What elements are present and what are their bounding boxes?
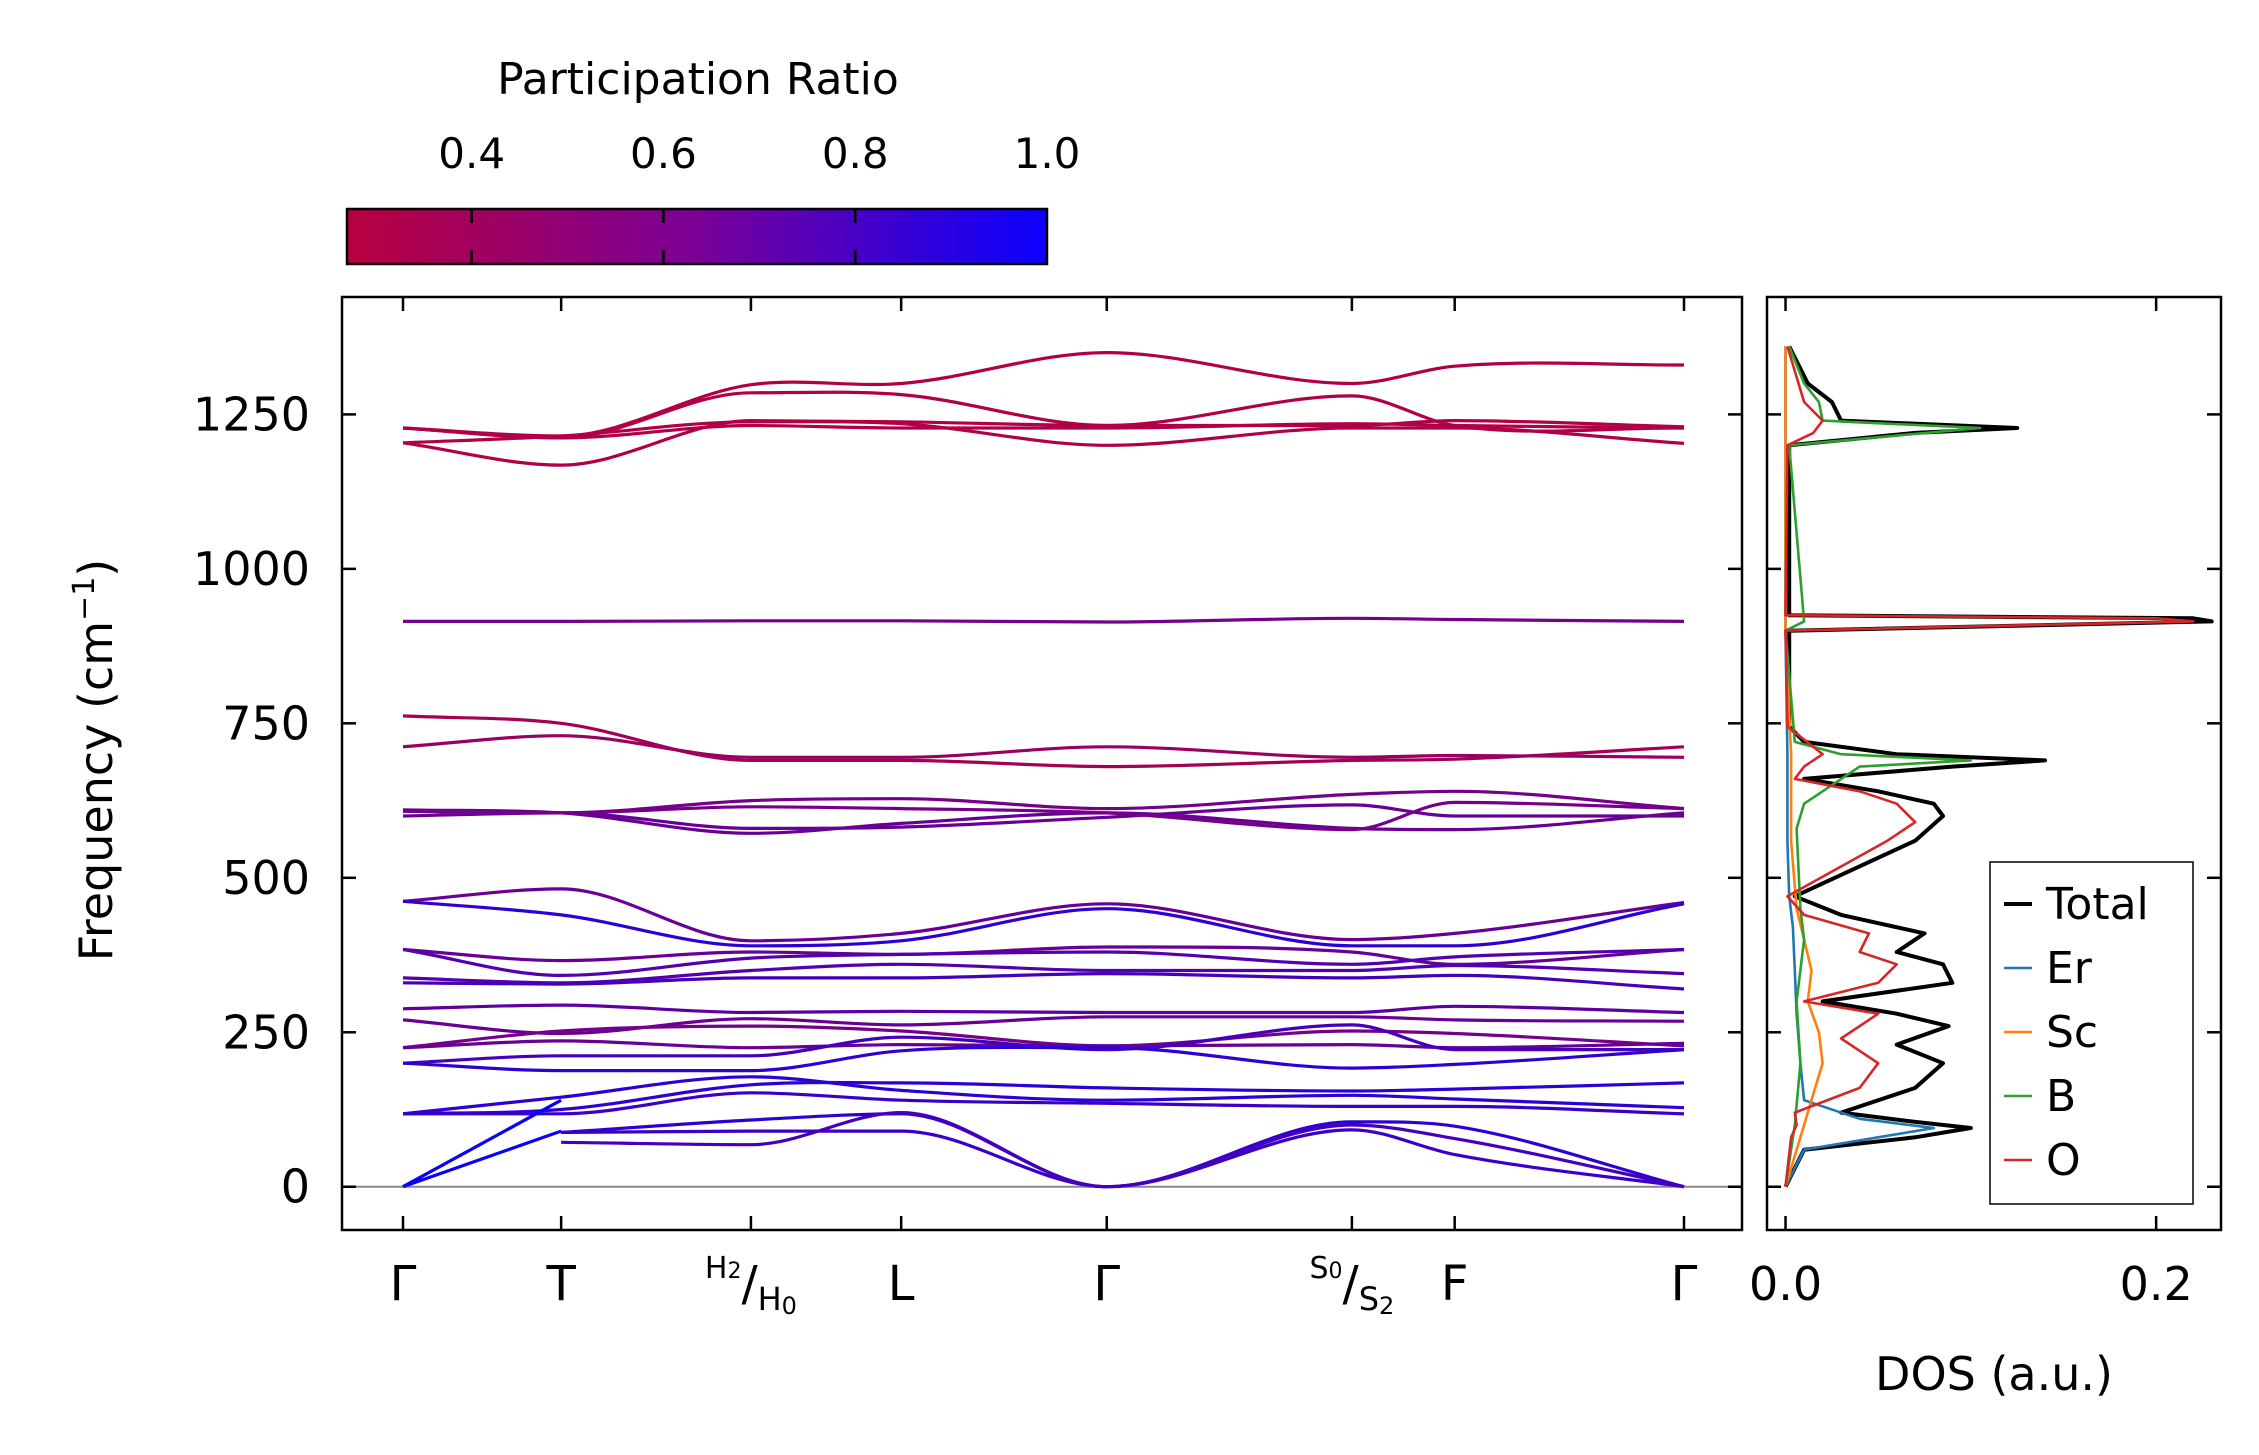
colorbar-tick-label: 0.4 xyxy=(438,129,505,178)
phonon-band-3 xyxy=(402,390,1685,440)
colorbar-gradient xyxy=(345,207,1049,266)
phonon-band-9 xyxy=(402,803,1684,831)
phonon-band-27 xyxy=(402,1098,562,1189)
colorbar-tick-label: 0.6 xyxy=(630,129,697,178)
band-y-tick-label: 750 xyxy=(222,696,310,750)
dos-line-o xyxy=(1784,346,2195,1187)
phonon-band-22 xyxy=(402,1023,1684,1065)
band-x-ticks: Γ T H2/H0 L Γ S0/S2 F Γ xyxy=(390,297,1698,1320)
phonon-band-23 xyxy=(402,1045,1685,1073)
band-y-ticks: 0 250 500 750 1000 1250 xyxy=(193,387,2221,1214)
band-y-tick-label: 1000 xyxy=(193,542,310,596)
band-y-tick-label: 250 xyxy=(222,1005,310,1059)
colorbar-tick-labels: 0.4 0.6 0.8 1.0 xyxy=(438,129,1080,178)
phonon-band-28 xyxy=(402,1129,562,1189)
phonon-band-17 xyxy=(402,972,1685,991)
phonon-band-2 xyxy=(402,394,1685,467)
dos-line-total xyxy=(1783,345,2214,1188)
dos-line-b xyxy=(1784,345,1982,1187)
legend-label-total: Total xyxy=(2045,879,2149,930)
legend-label-o: O xyxy=(2046,1135,2081,1186)
legend-label-b: B xyxy=(2046,1071,2076,1122)
phonon-band-7 xyxy=(402,734,1685,759)
band-y-tick-label: 500 xyxy=(222,851,310,905)
phonon-band-18 xyxy=(402,1003,1685,1015)
band-x-tick-label: Γ xyxy=(1093,1256,1120,1312)
phonon-band-25 xyxy=(402,1075,1685,1116)
band-x-tick-label: Γ xyxy=(1671,1256,1698,1312)
phonon-band-19 xyxy=(402,1015,1685,1036)
dos-plot: 0.0 0.2 DOS (a.u.) Total Er Sc BO xyxy=(1749,295,2223,1401)
phonon-band-11 xyxy=(402,800,1685,832)
phonon-band-10 xyxy=(402,808,1685,835)
colorbar: Participation Ratio 0.4 0.6 0.8 1.0 xyxy=(345,54,1080,266)
colorbar-tick-label: 1.0 xyxy=(1014,129,1081,178)
band-y-tick-label: 1250 xyxy=(193,387,310,441)
dos-plot-frame xyxy=(1765,295,2223,1232)
band-y-tick-label: 0 xyxy=(281,1160,310,1214)
phonon-band-12 xyxy=(402,887,1685,943)
dos-lines xyxy=(1783,345,2214,1188)
dos-x-tick-label: 0.2 xyxy=(2120,1257,2193,1311)
phonon-band-31 xyxy=(561,1111,1685,1189)
band-structure-plot: 0 250 500 750 1000 1250 Γ T H2/H0 L Γ S0/S2 F Γ Freq… xyxy=(67,295,2221,1320)
phonon-band-13 xyxy=(402,899,1685,948)
band-x-tick-label: Γ xyxy=(390,1256,417,1312)
band-x-tick-label: S0/S2 xyxy=(1309,1251,1394,1320)
dos-x-tick-label: 0.0 xyxy=(1749,1257,1822,1311)
phonon-band-4 xyxy=(402,351,1685,438)
band-x-tick-label: T xyxy=(545,1256,576,1312)
dos-legend: Total Er Sc BO xyxy=(1989,861,2194,1205)
phonon-band-26 xyxy=(403,1091,1685,1116)
phonon-band-20 xyxy=(402,1024,1685,1050)
band-lines xyxy=(402,351,1685,1189)
colorbar-tick-label: 0.8 xyxy=(822,129,889,178)
band-x-tick-label: F xyxy=(1441,1256,1469,1312)
phonon-band-15 xyxy=(402,947,1685,977)
dos-ticks: 0.0 0.2 xyxy=(1749,297,2193,1311)
colorbar-ticks xyxy=(470,209,857,264)
colorbar-title: Participation Ratio xyxy=(497,54,899,105)
phonon-band-6 xyxy=(402,714,1685,769)
dos-x-axis-label: DOS (a.u.) xyxy=(1875,1347,2113,1401)
phonon-band-5 xyxy=(403,616,1685,624)
band-plot-frame xyxy=(340,295,1744,1232)
band-x-tick-label: L xyxy=(888,1256,915,1312)
legend-label-sc: Sc xyxy=(2046,1007,2098,1058)
phonon-band-24 xyxy=(402,1080,1685,1116)
legend-label-er: Er xyxy=(2046,943,2093,994)
band-x-tick-label: H2/H0 xyxy=(705,1251,797,1320)
band-y-axis-label: Frequency (cm−1) xyxy=(67,559,123,962)
